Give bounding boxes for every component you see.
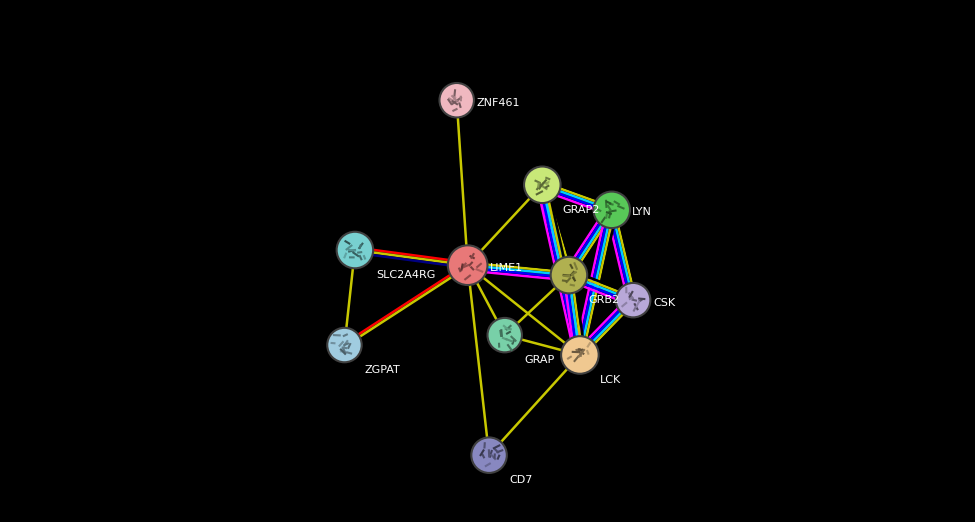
Text: ZGPAT: ZGPAT <box>365 365 400 375</box>
Circle shape <box>561 336 599 374</box>
Text: SLC2A4RG: SLC2A4RG <box>375 270 435 280</box>
Text: ZNF461: ZNF461 <box>477 98 520 108</box>
Circle shape <box>471 437 507 473</box>
Text: GRB2: GRB2 <box>589 295 620 305</box>
Circle shape <box>336 232 373 268</box>
Text: LIME1: LIME1 <box>489 263 523 273</box>
Text: LYN: LYN <box>632 207 651 218</box>
Circle shape <box>594 192 630 228</box>
Circle shape <box>440 83 474 117</box>
Circle shape <box>448 245 488 285</box>
Text: LCK: LCK <box>600 375 621 385</box>
Text: GRAP: GRAP <box>525 355 555 365</box>
Circle shape <box>328 328 362 362</box>
Circle shape <box>616 283 650 317</box>
Circle shape <box>488 318 522 352</box>
Circle shape <box>551 257 587 293</box>
Text: CSK: CSK <box>653 298 675 308</box>
Text: CD7: CD7 <box>509 475 532 485</box>
Text: GRAP2: GRAP2 <box>563 205 600 215</box>
Circle shape <box>524 167 561 203</box>
